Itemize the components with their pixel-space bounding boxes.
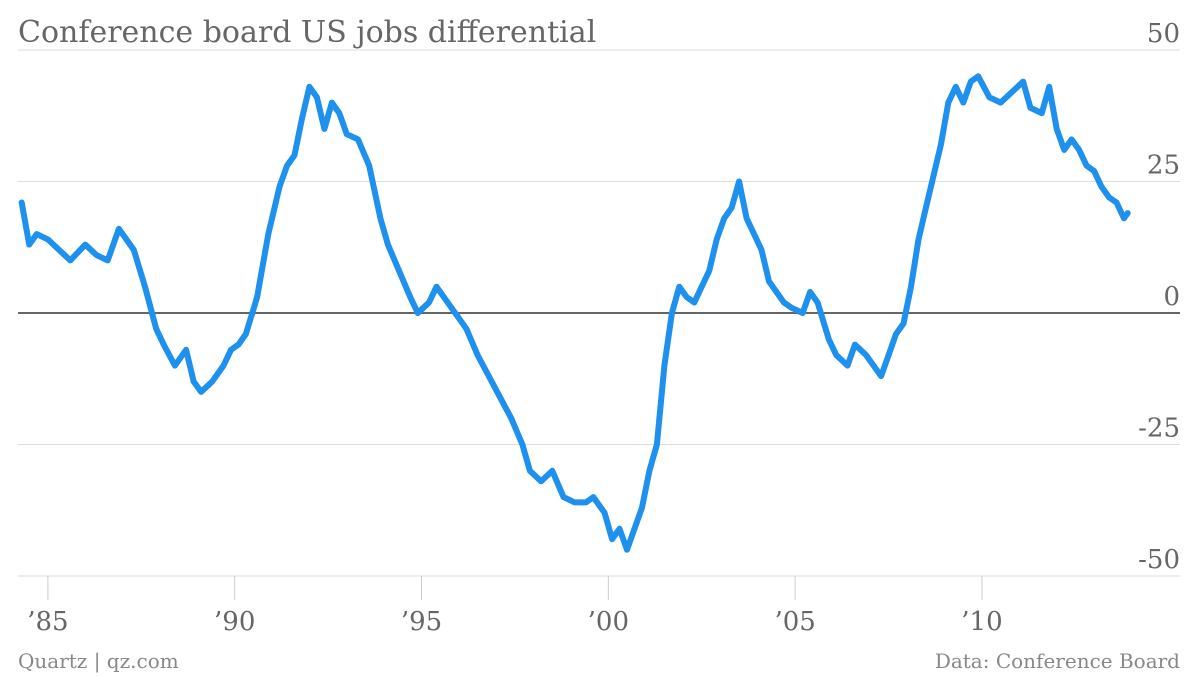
x-tick-label-0: ’85	[27, 607, 68, 637]
grid-layer	[18, 49, 1180, 577]
series-line-0	[18, 73, 1131, 553]
chart-title: Conference board US jobs differential	[18, 15, 596, 50]
footer-source-left: Quartz | qz.com	[18, 649, 179, 674]
x-axis: ’85 ’90 ’95 ’00 ’05 ’10	[27, 576, 1003, 637]
y-tick-label-4: -50	[1138, 545, 1180, 575]
y-tick-label-0: 50	[1147, 19, 1180, 49]
x-tick-label-5: ’10	[961, 607, 1002, 637]
x-tick-label-4: ’05	[774, 607, 815, 637]
y-tick-label-3: -25	[1138, 414, 1180, 444]
series-layer	[18, 73, 1131, 553]
y-tick-label-1: 25	[1147, 151, 1180, 181]
y-axis: 50 25 0 -25 -50	[1138, 19, 1180, 575]
x-tick-label-3: ’00	[588, 607, 629, 637]
y-tick-label-2: 0	[1163, 282, 1180, 312]
x-tick-label-1: ’90	[214, 607, 255, 637]
footer-source-right: Data: Conference Board	[935, 649, 1180, 673]
x-tick-label-2: ’95	[401, 607, 442, 637]
